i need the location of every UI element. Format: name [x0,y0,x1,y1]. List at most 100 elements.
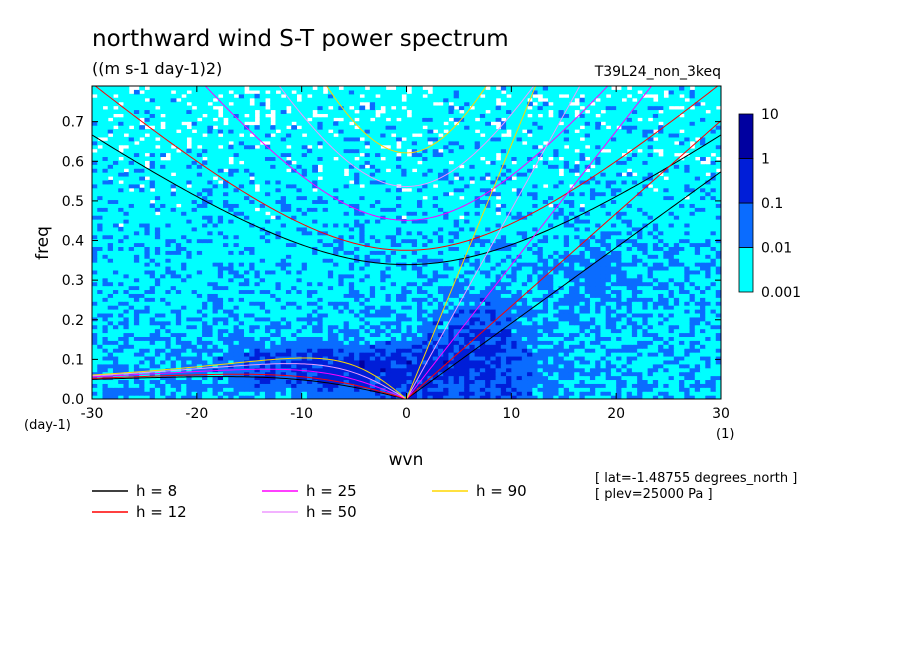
heatmap-cell [333,371,339,377]
heatmap-cell [705,285,712,291]
heatmap-cell [306,320,313,326]
heatmap-cell [338,348,345,353]
heatmap-cell [411,316,418,322]
heatmap-cell [616,391,623,396]
heatmap-cell [348,340,355,345]
heatmap-cell [170,285,177,291]
heatmap-cell [202,277,208,283]
heatmap-cell [375,328,381,334]
heatmap-cell [527,320,533,326]
heatmap-cell [233,316,240,322]
heatmap-cell [333,281,339,287]
heatmap-cell [485,234,491,240]
heatmap-cell [589,379,596,384]
heatmap-cell [343,309,350,314]
heatmap-cell [181,371,187,377]
heatmap-cell [637,344,643,349]
heatmap-cell [511,340,518,345]
heatmap-cell [154,285,161,291]
heatmap-cell [312,363,318,369]
heatmap-cell [427,391,434,396]
heatmap-cell [380,359,387,365]
heatmap-cell [700,359,706,365]
heatmap-cell [437,355,444,361]
heatmap-cell [112,355,119,361]
heatmap-cell [264,265,271,271]
heatmap-cell [333,254,339,259]
heatmap-cell [333,355,339,361]
heatmap-cell [244,265,250,271]
heatmap-cell [107,312,114,318]
heatmap-cell [139,328,146,334]
heatmap-cell [658,281,664,287]
heatmap-cell [254,359,261,365]
heatmap-cell [652,258,659,263]
heatmap-cell [694,332,701,337]
heatmap-cell [663,332,670,337]
heatmap-cell [506,320,512,326]
heatmap-cell [406,375,413,381]
heatmap-cell [254,316,261,322]
heatmap-cell [631,242,638,248]
heatmap-cell [673,258,680,263]
heatmap-cell [118,246,125,251]
heatmap-cell [92,301,98,306]
heatmap-cell [506,293,512,298]
heatmap-cell [500,254,507,259]
heatmap-cell [574,316,581,322]
heatmap-cell [485,320,491,326]
heatmap-cell [223,301,229,306]
heatmap-cell [416,352,423,357]
heatmap-cell [626,383,633,388]
heatmap-cell [715,355,721,361]
heatmap-cell [380,277,387,283]
heatmap-cell [364,371,371,377]
heatmap-cell [626,391,633,396]
heatmap-cell [359,250,366,255]
heatmap-cell [631,246,638,251]
heatmap-cell [175,281,182,287]
heatmap-cell [249,234,256,240]
heatmap-cell [453,238,460,244]
heatmap-cell [133,316,140,322]
heatmap-cell [285,281,292,287]
heatmap-cell [217,273,224,279]
heatmap-cell [432,250,439,255]
heatmap-cell [217,285,224,291]
heatmap-cell [212,332,219,337]
heatmap-cell [102,262,109,267]
heatmap-cell [191,391,198,396]
heatmap-cell [228,309,235,314]
heatmap-cell [700,332,706,337]
heatmap-cell [244,355,250,361]
heatmap-cell [112,262,119,267]
heatmap-cell [390,246,397,251]
heatmap-cell [495,269,502,275]
heatmap-cell [202,359,208,365]
heatmap-cell [165,379,172,384]
heatmap-cell [385,254,392,259]
heatmap-cell [453,293,460,298]
heatmap-cell [584,367,591,373]
heatmap-cell [542,324,549,330]
heatmap-cell [327,383,334,388]
heatmap-cell [128,281,135,287]
heatmap-cell [548,383,554,388]
heatmap-cell [479,297,486,302]
heatmap-cell [411,277,418,283]
heatmap-cell [348,285,355,291]
heatmap-cell [516,324,523,330]
heatmap-cell [432,242,439,248]
heatmap-cell [532,348,539,353]
heatmap-cell [228,262,235,267]
heatmap-cell [354,293,360,298]
heatmap-cell [631,324,638,330]
heatmap-cell [542,355,549,361]
heatmap-cell [694,301,701,306]
heatmap-cell [97,348,104,353]
heatmap-cell [637,305,643,310]
heatmap-cell [107,301,114,306]
heatmap-cell [175,391,182,396]
heatmap-cell [92,375,98,381]
heatmap-cell [700,352,706,357]
